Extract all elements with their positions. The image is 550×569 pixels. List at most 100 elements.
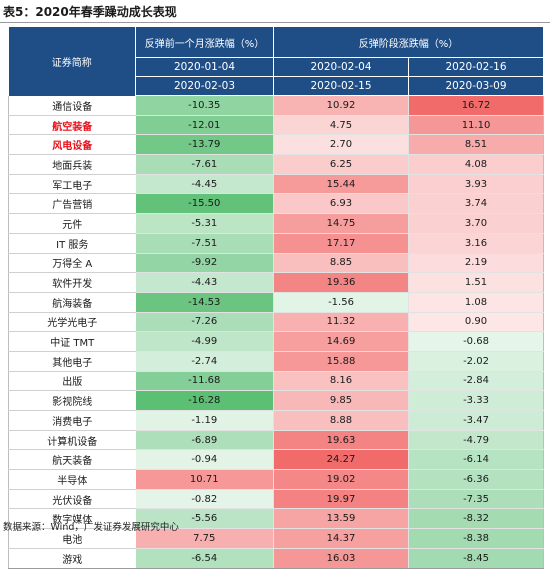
table-row: 元件 -5.31 14.75 3.70 (8, 213, 545, 234)
rebound-period-2-change-cell: -7.35 (408, 489, 545, 510)
pre-rebound-change-cell: -6.54 (135, 548, 274, 569)
rebound-period-2-change-cell: -8.38 (408, 528, 545, 549)
pre-rebound-change-cell: -6.89 (135, 430, 274, 451)
rebound-period-1-change-cell: 8.85 (273, 253, 409, 274)
source-note: 数据来源：Wind，广发证券发展研究中心 (3, 522, 179, 533)
table-row: 影视院线 -16.28 9.85 -3.33 (8, 390, 545, 411)
rebound-period-2-change-cell: 11.10 (408, 115, 545, 136)
table-row: 地面兵装 -7.61 6.25 4.08 (8, 154, 545, 175)
rebound-period-2-change-cell: -6.36 (408, 469, 545, 490)
pre-rebound-change-cell: -7.51 (135, 233, 274, 254)
rebound-period-2-change-cell: -4.79 (408, 430, 545, 451)
rebound-period-1-change-cell: 14.75 (273, 213, 409, 234)
rebound-period-2-change-cell: 8.51 (408, 134, 545, 156)
rebound-period-1-change-cell: 14.37 (273, 528, 409, 549)
rebound-period-1-change-cell: 15.88 (273, 351, 409, 372)
table-row: 中证 TMT -4.99 14.69 -0.68 (8, 331, 545, 352)
pre-rebound-change-cell: -15.50 (135, 193, 274, 215)
header-period-2-end: 2020-02-15 (273, 76, 409, 96)
pre-rebound-change-cell: -10.35 (135, 95, 274, 116)
security-name: IT 服务 (8, 233, 136, 254)
security-name: 消费电子 (8, 410, 136, 431)
security-name: 中证 TMT (8, 331, 136, 352)
rebound-period-2-change-cell: 4.08 (408, 154, 545, 175)
pre-rebound-change-cell: -4.45 (135, 174, 274, 195)
rebound-period-1-change-cell: 4.75 (273, 115, 409, 136)
performance-table: 证券简称 反弹前一个月涨跌幅（%） 反弹阶段涨跌幅（%） 2020-01-04 … (8, 27, 545, 569)
rebound-period-1-change-cell: 6.25 (273, 154, 409, 175)
rebound-period-2-change-cell: -8.32 (408, 508, 545, 530)
table-row: 广告营销 -15.50 6.93 3.74 (8, 193, 545, 215)
security-name: 计算机设备 (8, 430, 136, 451)
table-row: 万得全 A -9.92 8.85 2.19 (8, 253, 545, 274)
table-row: 航空装备 -12.01 4.75 11.10 (8, 115, 545, 136)
security-name: 军工电子 (8, 174, 136, 195)
rebound-period-2-change-cell: 2.19 (408, 253, 545, 274)
pre-rebound-change-cell: -7.61 (135, 154, 274, 175)
pre-rebound-change-cell: -16.28 (135, 390, 274, 411)
pre-rebound-change-cell: -14.53 (135, 292, 274, 313)
security-name: 航天装备 (8, 449, 136, 471)
table-row: 消费电子 -1.19 8.88 -3.47 (8, 410, 545, 431)
table-body: 通信设备 -10.35 10.92 16.72 航空装备 -12.01 4.75 11.10 风… (8, 95, 545, 569)
rebound-period-1-change-cell: 13.59 (273, 508, 409, 530)
pre-rebound-change-cell: -11.68 (135, 371, 274, 392)
security-name: 通信设备 (8, 95, 136, 116)
rebound-period-1-change-cell: 14.69 (273, 331, 409, 352)
rebound-period-1-change-cell: 8.16 (273, 371, 409, 392)
pre-rebound-change-cell: -2.74 (135, 351, 274, 372)
table-row: IT 服务 -7.51 17.17 3.16 (8, 233, 545, 254)
pre-rebound-change-cell: -0.82 (135, 489, 274, 510)
security-name: 元件 (8, 213, 136, 234)
rebound-period-1-change-cell: 16.03 (273, 548, 409, 569)
rebound-period-2-change-cell: 16.72 (408, 95, 545, 116)
header-period-3-end: 2020-03-09 (408, 76, 545, 96)
security-name: 光伏设备 (8, 489, 136, 510)
rebound-period-2-change-cell: -3.47 (408, 410, 545, 431)
rebound-period-2-change-cell: -2.02 (408, 351, 545, 372)
security-name: 光学光电子 (8, 312, 136, 333)
security-name: 航海装备 (8, 292, 136, 313)
rebound-period-2-change-cell: -6.14 (408, 449, 545, 471)
table-row: 游戏 -6.54 16.03 -8.45 (8, 548, 545, 569)
pre-rebound-change-cell: 10.71 (135, 469, 274, 490)
pre-rebound-change-cell: -0.94 (135, 449, 274, 471)
rebound-period-1-change-cell: 19.63 (273, 430, 409, 451)
rebound-period-2-change-cell: 1.51 (408, 272, 545, 293)
rebound-period-2-change-cell: -0.68 (408, 331, 545, 352)
pre-rebound-change-cell: -12.01 (135, 115, 274, 136)
table-row: 航海装备 -14.53 -1.56 1.08 (8, 292, 545, 313)
rebound-period-1-change-cell: 9.85 (273, 390, 409, 411)
rebound-period-2-change-cell: -8.45 (408, 548, 545, 569)
rebound-period-1-change-cell: 6.93 (273, 193, 409, 215)
pre-rebound-change-cell: -5.31 (135, 213, 274, 234)
security-name: 风电设备 (8, 134, 136, 156)
rebound-period-1-change-cell: 19.02 (273, 469, 409, 490)
header-period-1-end: 2020-02-03 (135, 76, 274, 96)
rebound-period-2-change-cell: 1.08 (408, 292, 545, 313)
table-row: 出版 -11.68 8.16 -2.84 (8, 371, 545, 392)
security-name: 地面兵装 (8, 154, 136, 175)
rebound-period-2-change-cell: -2.84 (408, 371, 545, 392)
security-name: 万得全 A (8, 253, 136, 274)
security-name: 数字媒体 (8, 508, 136, 530)
pre-rebound-change-cell: -7.26 (135, 312, 274, 333)
table-row: 数字媒体 -5.56 13.59 -8.32 (8, 508, 545, 530)
table-caption: 表5：2020年春季躁动成长表现 (3, 5, 177, 19)
header-period-1-start: 2020-01-04 (135, 57, 274, 77)
table-header: 证券简称 反弹前一个月涨跌幅（%） 反弹阶段涨跌幅（%） 2020-01-04 … (8, 27, 545, 96)
pre-rebound-change-cell: -4.99 (135, 331, 274, 352)
rebound-period-2-change-cell: -3.33 (408, 390, 545, 411)
header-rebound-stage: 反弹阶段涨跌幅（%） (273, 27, 545, 58)
rebound-period-1-change-cell: 19.97 (273, 489, 409, 510)
security-name: 广告营销 (8, 193, 136, 215)
header-period-3-start: 2020-02-16 (408, 57, 545, 77)
rebound-period-1-change-cell: 2.70 (273, 134, 409, 156)
rebound-period-1-change-cell: 8.88 (273, 410, 409, 431)
table-row: 半导体 10.71 19.02 -6.36 (8, 469, 545, 490)
rebound-period-1-change-cell: 15.44 (273, 174, 409, 195)
security-name: 游戏 (8, 548, 136, 569)
table-row: 军工电子 -4.45 15.44 3.93 (8, 174, 545, 195)
rebound-period-2-change-cell: 3.74 (408, 193, 545, 215)
rebound-period-1-change-cell: 24.27 (273, 449, 409, 471)
